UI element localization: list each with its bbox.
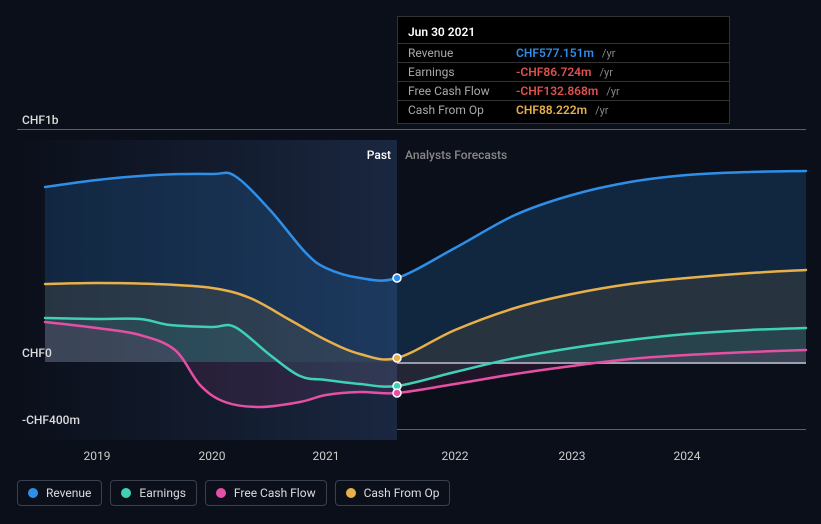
tooltip-row-value: CHF577.151m [516,46,594,60]
past-label: Past [367,148,391,162]
chart-tooltip: Jun 30 2021 RevenueCHF577.151m/yrEarning… [397,16,730,124]
chart-legend: Revenue Earnings Free Cash Flow Cash From O… [17,480,450,506]
tooltip-row-value: CHF88.222m [516,103,587,117]
x-axis-label: 2022 [442,449,469,463]
tooltip-row-unit: /yr [606,85,619,98]
y-axis-label: CHF1b [22,113,59,127]
legend-label: Cash From Op [364,486,440,500]
x-axis-label: 2024 [674,449,701,463]
tooltip-row: Revenue CHF577.151m/yr [398,43,729,62]
x-axis-label: 2023 [559,449,586,463]
tooltip-row-label: Free Cash Flow [408,84,508,98]
legend-item-fcf[interactable]: Free Cash Flow [205,480,327,506]
marker-revenue [393,274,401,282]
marker-fcf [393,389,401,397]
tooltip-row: Earnings -CHF86.724m/yr [398,62,729,81]
y-axis-label: -CHF400m [22,413,80,427]
tooltip-row-label: Earnings [408,65,508,79]
marker-cash_from_op [393,354,401,362]
tooltip-row-value: -CHF86.724m [516,65,591,79]
tooltip-row: Cash From Op CHF88.222m/yr [398,100,729,119]
legend-label: Earnings [139,486,186,500]
tooltip-row-value: -CHF132.868m [516,84,598,98]
legend-label: Free Cash Flow [234,486,316,500]
tooltip-row-unit: /yr [602,47,615,60]
legend-item-earnings[interactable]: Earnings [110,480,197,506]
legend-label: Revenue [46,486,91,500]
legend-dot [346,488,356,498]
legend-dot [28,488,38,498]
tooltip-row: Free Cash Flow -CHF132.868m/yr [398,81,729,100]
tooltip-title: Jun 30 2021 [398,21,729,43]
tooltip-row-label: Cash From Op [408,103,508,117]
tooltip-row-unit: /yr [599,66,612,79]
x-axis-label: 2020 [199,449,226,463]
tooltip-row-label: Revenue [408,46,508,60]
legend-dot [121,488,131,498]
forecast-label: Analysts Forecasts [405,148,507,162]
x-axis-label: 2021 [313,449,340,463]
financial-chart: CHF1b CHF0 -CHF400m Past Analysts Forecast… [0,0,821,524]
y-axis-label: CHF0 [22,346,52,360]
legend-dot [216,488,226,498]
legend-item-revenue[interactable]: Revenue [17,480,102,506]
tooltip-row-unit: /yr [595,104,608,117]
x-axis-label: 2019 [84,449,111,463]
legend-item-cash_from_op[interactable]: Cash From Op [335,480,451,506]
